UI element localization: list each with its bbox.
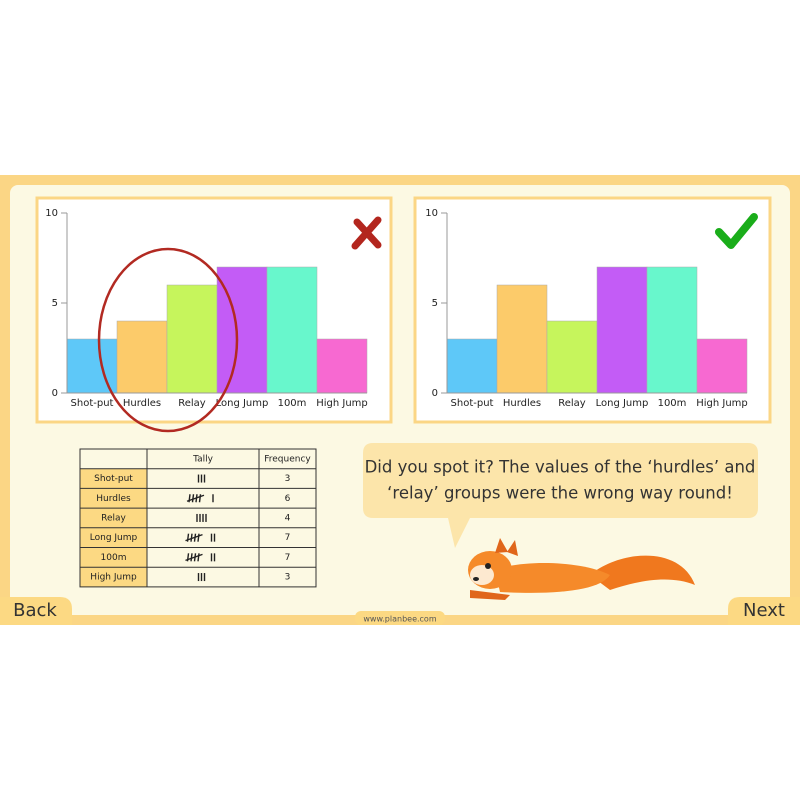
table-frequency: 3 [285, 573, 291, 583]
y-tick-label: 0 [52, 388, 58, 399]
bar [266, 266, 318, 394]
x-tick-label: Hurdles [503, 398, 541, 409]
tally-stroke [198, 494, 202, 503]
x-tick-label: 100m [658, 398, 687, 409]
bar [546, 320, 598, 394]
tally-marks [197, 474, 206, 483]
tally-stroke [197, 533, 200, 542]
table-frequency: 7 [285, 553, 291, 563]
check-icon [715, 213, 758, 249]
speech-text: ‘relay’ groups were the wrong way round! [387, 484, 733, 503]
x-tick-label: Relay [558, 398, 586, 409]
tally-marks [196, 513, 207, 522]
x-tick-label: Shot-put [451, 398, 494, 409]
y-tick-label: 0 [432, 388, 438, 399]
back-button[interactable] [0, 597, 72, 625]
cross-icon [351, 216, 382, 250]
table-event: Long Jump [90, 533, 138, 543]
speech-bubble [363, 443, 758, 548]
tally-stroke [197, 553, 200, 562]
tally-marks [186, 494, 214, 503]
table-frequency: 7 [285, 533, 291, 543]
tally-stroke [191, 494, 195, 503]
back-label[interactable]: Back [13, 600, 57, 621]
table-frequency: 6 [285, 494, 291, 504]
table-frequency: 4 [285, 513, 291, 523]
table-event: Relay [101, 513, 126, 523]
tally-gate [186, 494, 205, 502]
bar [696, 338, 748, 394]
y-tick-label: 5 [52, 298, 58, 309]
tally-marks [185, 553, 216, 562]
x-tick-label: 100m [278, 398, 307, 409]
tally-gate [185, 533, 203, 542]
next-label[interactable]: Next [743, 600, 785, 621]
table-border [79, 448, 317, 588]
footer-pill [355, 611, 445, 625]
footer-url: www.planbee.com [363, 615, 436, 624]
tally-marks [185, 533, 216, 542]
tally-table: Tally Frequency Shot-put 3 Hurdles 6 Relay 4 Lon… [79, 448, 317, 588]
highlight-circle [97, 247, 239, 433]
table-header: Tally [192, 454, 214, 464]
next-button[interactable] [728, 597, 800, 625]
x-tick-label: High Jump [696, 398, 748, 409]
table-frequency: 3 [285, 474, 291, 484]
bar [166, 284, 218, 394]
x-tick-label: Long Jump [596, 398, 649, 409]
y-tick-label: 10 [45, 208, 58, 219]
x-tick-label: Long Jump [216, 398, 269, 409]
bar [66, 338, 118, 394]
x-tick-label: Hurdles [123, 398, 161, 409]
table-event: Shot-put [94, 474, 133, 484]
table-event: High Jump [90, 573, 137, 583]
bar [316, 338, 368, 394]
x-tick-label: High Jump [316, 398, 368, 409]
y-tick-label: 5 [432, 298, 438, 309]
tally-gate [185, 553, 203, 562]
tally-marks [197, 573, 206, 582]
bar [596, 266, 648, 394]
tally-stroke [190, 533, 193, 542]
x-tick-label: Relay [178, 398, 206, 409]
bar [646, 266, 698, 394]
bar [116, 320, 168, 394]
table-event: Hurdles [96, 494, 131, 504]
bar [446, 338, 498, 394]
y-tick-label: 10 [425, 208, 438, 219]
tally-stroke [190, 553, 193, 562]
speech-text: Did you spot it? The values of the ‘hurd… [365, 458, 756, 477]
table-event: 100m [101, 553, 127, 563]
table-header: Frequency [264, 454, 311, 464]
x-tick-label: Shot-put [71, 398, 114, 409]
squirrel [468, 538, 695, 600]
bar [496, 284, 548, 394]
